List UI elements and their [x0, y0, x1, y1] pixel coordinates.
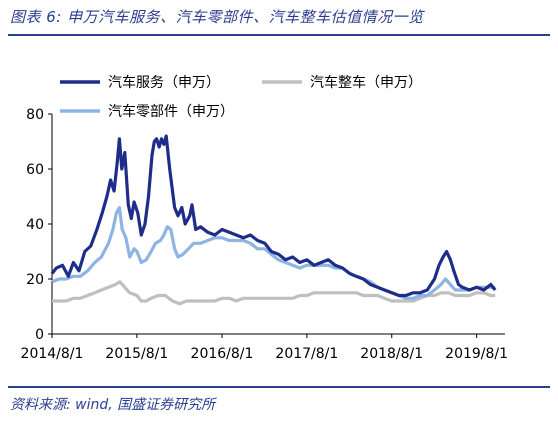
y-tick-label: 20	[26, 272, 44, 288]
title-divider	[8, 34, 550, 36]
legend-label: 汽车零部件（申万）	[108, 103, 234, 120]
x-tick-label: 2016/8/1	[191, 346, 254, 362]
chart-lines	[50, 134, 497, 306]
x-tick-label: 2015/8/1	[105, 346, 168, 362]
series-line-0	[50, 134, 497, 298]
y-tick-label: 40	[26, 217, 44, 233]
source-divider	[8, 386, 550, 388]
x-tick-label: 2018/8/1	[360, 346, 423, 362]
x-tick-label: 2019/8/1	[445, 346, 508, 362]
legend-label: 汽车整车（申万）	[310, 74, 422, 91]
legend-label: 汽车服务（申万）	[108, 74, 220, 91]
chart-title: 图表 6: 申万汽车服务、汽车零部件、汽车整车估值情况一览	[10, 8, 424, 26]
x-tick-label: 2017/8/1	[275, 346, 338, 362]
chart-axes: 0 20 40 60 80 2014/8/1 2015/8/1 2016/8/1 2017/8/…	[21, 107, 509, 362]
series-line-2	[51, 205, 496, 300]
y-tick-label: 0	[35, 327, 44, 343]
y-tick-label: 80	[26, 107, 44, 123]
series-line-1	[52, 280, 496, 306]
y-tick-label: 60	[26, 162, 44, 178]
source-note: 资料来源: wind, 国盛证券研究所	[10, 397, 216, 413]
x-tick-label: 2014/8/1	[21, 346, 84, 362]
chart-legend: 汽车服务（申万） 汽车整车（申万） 汽车零部件（申万）	[60, 74, 422, 120]
